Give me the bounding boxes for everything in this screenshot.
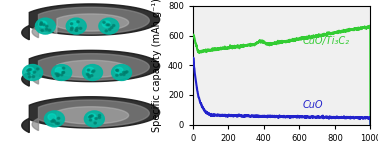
Circle shape: [122, 71, 125, 73]
Circle shape: [40, 23, 42, 25]
Circle shape: [45, 111, 64, 127]
Circle shape: [66, 18, 86, 34]
Circle shape: [125, 71, 128, 73]
Circle shape: [36, 18, 55, 34]
Circle shape: [116, 74, 118, 76]
Circle shape: [60, 74, 63, 76]
Circle shape: [51, 120, 53, 122]
Circle shape: [45, 25, 48, 27]
Circle shape: [57, 73, 59, 75]
Circle shape: [88, 114, 96, 120]
Circle shape: [89, 119, 92, 121]
Circle shape: [40, 22, 42, 23]
Circle shape: [45, 28, 48, 30]
Circle shape: [29, 76, 31, 78]
Polygon shape: [53, 14, 129, 34]
Circle shape: [62, 71, 65, 73]
Polygon shape: [22, 4, 160, 40]
Polygon shape: [32, 54, 149, 84]
Circle shape: [98, 114, 101, 116]
Text: CuO: CuO: [303, 100, 324, 110]
Circle shape: [75, 29, 77, 31]
Polygon shape: [32, 100, 149, 130]
Circle shape: [55, 73, 57, 75]
Circle shape: [124, 72, 127, 74]
Circle shape: [28, 73, 30, 75]
Circle shape: [108, 29, 111, 30]
Circle shape: [48, 29, 51, 31]
Polygon shape: [32, 7, 149, 38]
Circle shape: [39, 21, 47, 27]
Circle shape: [91, 115, 93, 117]
Circle shape: [113, 25, 115, 27]
Circle shape: [57, 74, 59, 76]
Circle shape: [79, 27, 82, 29]
Circle shape: [116, 69, 118, 71]
Circle shape: [70, 29, 73, 31]
Circle shape: [76, 27, 78, 29]
Circle shape: [91, 71, 94, 73]
Circle shape: [33, 71, 36, 73]
Circle shape: [70, 21, 78, 27]
Circle shape: [37, 68, 39, 70]
Circle shape: [26, 67, 34, 74]
Circle shape: [62, 67, 65, 69]
Circle shape: [105, 30, 107, 32]
Circle shape: [90, 115, 92, 117]
Circle shape: [93, 70, 95, 72]
Circle shape: [71, 27, 73, 29]
Polygon shape: [22, 50, 160, 86]
Circle shape: [116, 70, 119, 71]
Circle shape: [110, 27, 113, 29]
Circle shape: [41, 30, 43, 31]
Circle shape: [103, 21, 105, 23]
Circle shape: [102, 21, 110, 27]
Circle shape: [57, 123, 59, 124]
Circle shape: [62, 71, 64, 73]
Polygon shape: [22, 97, 160, 133]
Circle shape: [28, 69, 30, 71]
Circle shape: [27, 70, 29, 72]
Circle shape: [75, 30, 78, 31]
Circle shape: [29, 69, 31, 70]
Text: CuO/Ti₃C₂: CuO/Ti₃C₂: [303, 37, 350, 46]
Circle shape: [57, 117, 60, 119]
Circle shape: [94, 122, 96, 124]
Circle shape: [106, 24, 108, 26]
Y-axis label: Specific capacity (mAh g⁻¹): Specific capacity (mAh g⁻¹): [152, 0, 162, 132]
Circle shape: [70, 23, 73, 25]
Circle shape: [56, 75, 59, 77]
Polygon shape: [53, 107, 129, 126]
Polygon shape: [53, 60, 129, 80]
Circle shape: [48, 114, 56, 120]
Circle shape: [87, 69, 90, 71]
Circle shape: [84, 111, 104, 127]
Circle shape: [23, 65, 43, 80]
Circle shape: [123, 74, 125, 76]
Circle shape: [77, 21, 79, 23]
Circle shape: [52, 65, 72, 80]
Circle shape: [86, 67, 94, 74]
Circle shape: [55, 122, 58, 124]
Circle shape: [40, 24, 42, 26]
Circle shape: [120, 74, 122, 75]
Circle shape: [55, 67, 63, 74]
Circle shape: [88, 76, 91, 78]
Circle shape: [99, 18, 119, 34]
Circle shape: [53, 120, 56, 123]
Circle shape: [87, 74, 90, 76]
Circle shape: [86, 73, 89, 75]
Circle shape: [52, 119, 55, 121]
Circle shape: [112, 65, 132, 80]
Circle shape: [82, 65, 102, 80]
Circle shape: [108, 24, 110, 26]
Circle shape: [88, 116, 91, 118]
Circle shape: [115, 67, 123, 74]
Circle shape: [90, 75, 93, 77]
Circle shape: [43, 24, 45, 26]
Circle shape: [32, 76, 35, 78]
Circle shape: [98, 117, 101, 118]
Circle shape: [95, 118, 97, 119]
